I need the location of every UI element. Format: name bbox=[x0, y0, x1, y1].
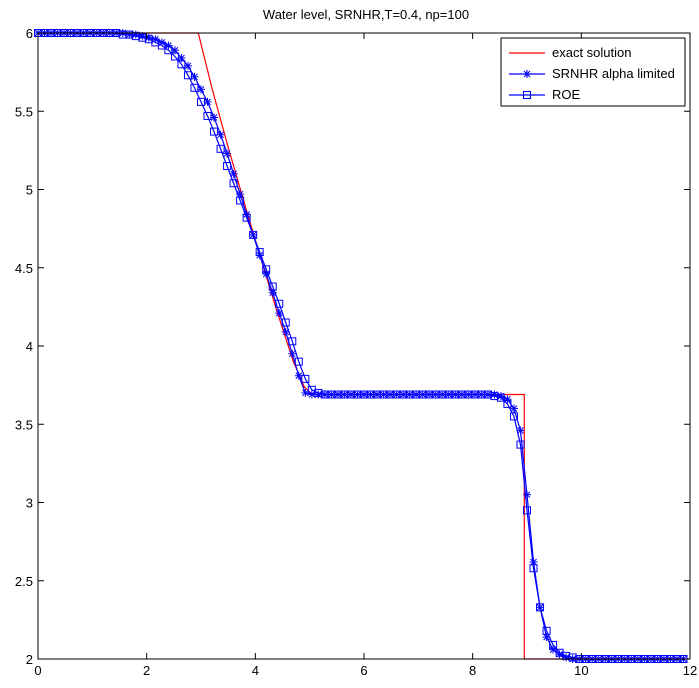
series-line bbox=[38, 32, 684, 660]
data-point-square bbox=[197, 97, 205, 106]
data-point-square bbox=[249, 230, 258, 239]
y-tick-label: 5 bbox=[26, 183, 33, 198]
legend-label-srnhr: SRNHR alpha limited bbox=[552, 66, 675, 81]
series-1 bbox=[34, 29, 688, 663]
y-tick-label: 2 bbox=[26, 652, 33, 667]
data-point-square bbox=[288, 337, 297, 346]
y-tick-label: 2.5 bbox=[15, 574, 33, 589]
data-point-square bbox=[183, 71, 192, 80]
x-tick-label: 0 bbox=[34, 663, 41, 678]
legend: exact solution SRNHR alpha limited ROE bbox=[500, 37, 686, 107]
data-point-square bbox=[190, 83, 199, 92]
legend-marker-square bbox=[522, 90, 532, 100]
data-point-square bbox=[301, 374, 310, 383]
data-point-square bbox=[255, 248, 264, 257]
legend-label-exact: exact solution bbox=[552, 45, 632, 60]
data-point-square bbox=[549, 640, 558, 649]
data-point-square bbox=[170, 52, 179, 61]
y-tick-label: 3 bbox=[26, 496, 33, 511]
y-tick-label: 3.5 bbox=[15, 417, 33, 432]
series-0 bbox=[38, 32, 690, 660]
data-point-square bbox=[223, 162, 232, 171]
data-point-star bbox=[529, 557, 538, 566]
data-point-square bbox=[542, 626, 551, 635]
data-point-square bbox=[216, 144, 225, 153]
x-tick-label: 10 bbox=[574, 663, 588, 678]
data-point-square bbox=[177, 60, 186, 69]
data-point-square bbox=[242, 213, 251, 222]
data-point-square bbox=[268, 282, 277, 291]
data-point-star bbox=[223, 149, 232, 158]
legend-marker-star bbox=[523, 70, 531, 78]
data-point-square bbox=[503, 399, 512, 408]
series-2 bbox=[34, 29, 688, 663]
data-point-square bbox=[236, 196, 245, 205]
data-point-star bbox=[523, 490, 531, 499]
y-tick-label: 4.5 bbox=[15, 261, 33, 276]
data-point-star bbox=[164, 41, 173, 50]
data-point-star bbox=[549, 645, 558, 654]
data-point-square bbox=[229, 179, 238, 188]
chart-title: Water level, SRNHR,T=0.4, np=100 bbox=[263, 7, 469, 22]
data-point-star bbox=[301, 388, 310, 397]
y-tick-label: 6 bbox=[26, 26, 33, 41]
data-point-square bbox=[262, 265, 271, 274]
data-point-square bbox=[157, 41, 166, 50]
x-tick-label: 6 bbox=[360, 663, 367, 678]
data-point-star bbox=[509, 404, 518, 413]
data-point-square bbox=[275, 299, 284, 308]
x-tick-label: 2 bbox=[143, 663, 150, 678]
data-point-star bbox=[229, 169, 238, 178]
series-line bbox=[38, 32, 684, 660]
data-point-star bbox=[288, 349, 297, 358]
data-point-square bbox=[523, 506, 531, 515]
plot-frame bbox=[37, 32, 691, 660]
data-point-square bbox=[536, 603, 545, 612]
x-tick-label: 12 bbox=[683, 663, 697, 678]
series-line bbox=[38, 32, 690, 660]
legend-label-roe: ROE bbox=[552, 87, 581, 102]
data-point-square bbox=[509, 412, 518, 421]
data-point-square bbox=[496, 393, 505, 402]
data-point-square bbox=[281, 318, 290, 327]
data-point-square bbox=[294, 357, 303, 366]
data-point-square bbox=[516, 440, 525, 449]
series-layer bbox=[34, 29, 690, 663]
data-point-square bbox=[164, 46, 173, 55]
data-point-square bbox=[210, 127, 219, 136]
y-tick-label: 4 bbox=[26, 339, 33, 354]
x-tick-label: 4 bbox=[252, 663, 259, 678]
x-tick-label: 8 bbox=[469, 663, 476, 678]
data-point-star bbox=[262, 270, 271, 279]
data-point-square bbox=[529, 564, 538, 573]
y-tick-label: 5.5 bbox=[15, 104, 33, 119]
data-point-square bbox=[203, 111, 212, 120]
